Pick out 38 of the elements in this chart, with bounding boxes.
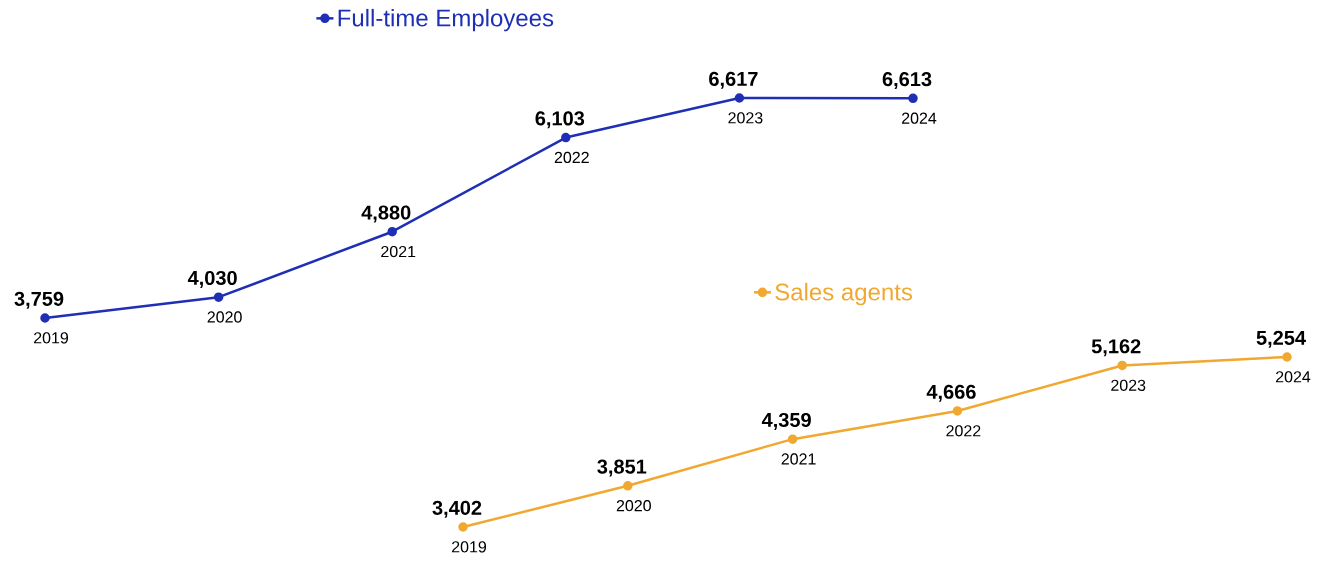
- point: [734, 93, 745, 103]
- data-label: 4,359: [761, 412, 811, 430]
- data-label: 4,666: [926, 384, 976, 402]
- x-tick-label: 2023: [728, 112, 763, 124]
- data-label: 6,617: [709, 71, 758, 89]
- x-tick-label: 2020: [616, 499, 651, 512]
- point: [561, 132, 571, 143]
- x-tick-label: 2022: [946, 425, 981, 437]
- x-tick-label: 2023: [1111, 379, 1146, 391]
- point: [1117, 360, 1127, 371]
- data-label: 6,103: [535, 111, 585, 129]
- point: [40, 313, 50, 323]
- data-label: 4,030: [187, 270, 237, 288]
- x-tick-label: 2019: [452, 541, 487, 553]
- legend-label: Sales agents: [775, 282, 913, 306]
- point: [623, 481, 633, 491]
- x-tick-label: 2020: [207, 311, 242, 323]
- x-tick-label: 2019: [34, 332, 69, 344]
- x-tick-label: 2024: [1276, 371, 1311, 383]
- data-label: 5,254: [1256, 330, 1306, 348]
- x-tick-label: 2024: [902, 112, 937, 124]
- data-label: 6,613: [882, 72, 932, 90]
- data-label: 5,162: [1091, 339, 1141, 357]
- data-label: 3,851: [597, 459, 647, 477]
- point: [458, 522, 468, 532]
- point: [387, 226, 397, 237]
- point: [952, 406, 963, 416]
- data-label: 3,402: [432, 500, 482, 518]
- data-label: 4,880: [361, 205, 411, 223]
- x-tick-label: 2022: [554, 151, 589, 164]
- point: [787, 434, 798, 444]
- point: [213, 292, 224, 302]
- data-label: 3,759: [14, 291, 64, 309]
- point: [908, 93, 918, 104]
- point: [1282, 352, 1292, 362]
- x-tick-label: 2021: [381, 245, 416, 258]
- x-tick-label: 2021: [781, 453, 816, 465]
- legend-label: Full-time Employees: [338, 8, 554, 32]
